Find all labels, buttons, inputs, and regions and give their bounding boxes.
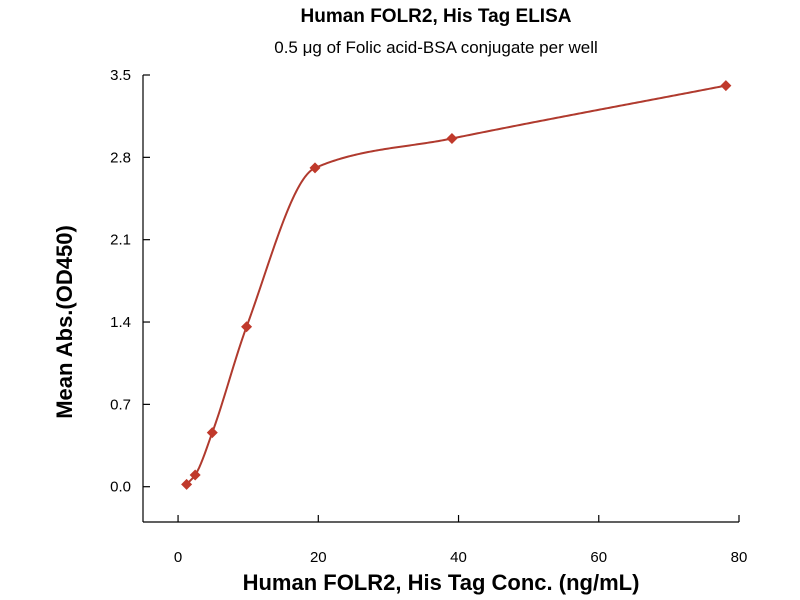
x-tick-label: 20 [310,549,327,566]
y-tick-label: 1.4 [110,314,131,331]
y-tick-label: 0.7 [110,396,131,413]
y-tick-label: 2.1 [110,232,131,249]
axes [142,75,739,523]
y-tick-label: 2.8 [110,149,131,166]
data-point-diamond [720,80,732,92]
chart-title: Human FOLR2, His Tag ELISA [301,6,572,27]
data-points [181,80,732,490]
data-point-diamond [181,478,193,490]
x-tick-label: 60 [590,549,607,566]
fit-curve [185,84,727,486]
x-tick-label: 0 [174,549,182,566]
data-point-diamond [446,133,458,145]
data-point-diamond [309,162,321,174]
data-point-diamond [189,469,201,481]
x-tick-label: 80 [731,549,748,566]
x-tick-label: 40 [450,549,467,566]
chart-subtitle: 0.5 μg of Folic acid-BSA conjugate per w… [274,38,598,57]
data-point-diamond [206,427,218,439]
y-axis-label: Mean Abs.(OD450) [52,225,77,419]
fit-curve-group [185,84,727,486]
data-point-diamond [241,321,253,333]
x-axis-ticks: 0 20 40 60 80 [174,515,747,566]
y-tick-label: 3.5 [110,67,131,84]
x-axis-label: Human FOLR2, His Tag Conc. (ng/mL) [243,570,640,595]
y-tick-label: 0.0 [110,479,131,496]
y-axis-ticks: 0.0 0.7 1.4 2.1 2.8 3.5 [110,67,150,496]
